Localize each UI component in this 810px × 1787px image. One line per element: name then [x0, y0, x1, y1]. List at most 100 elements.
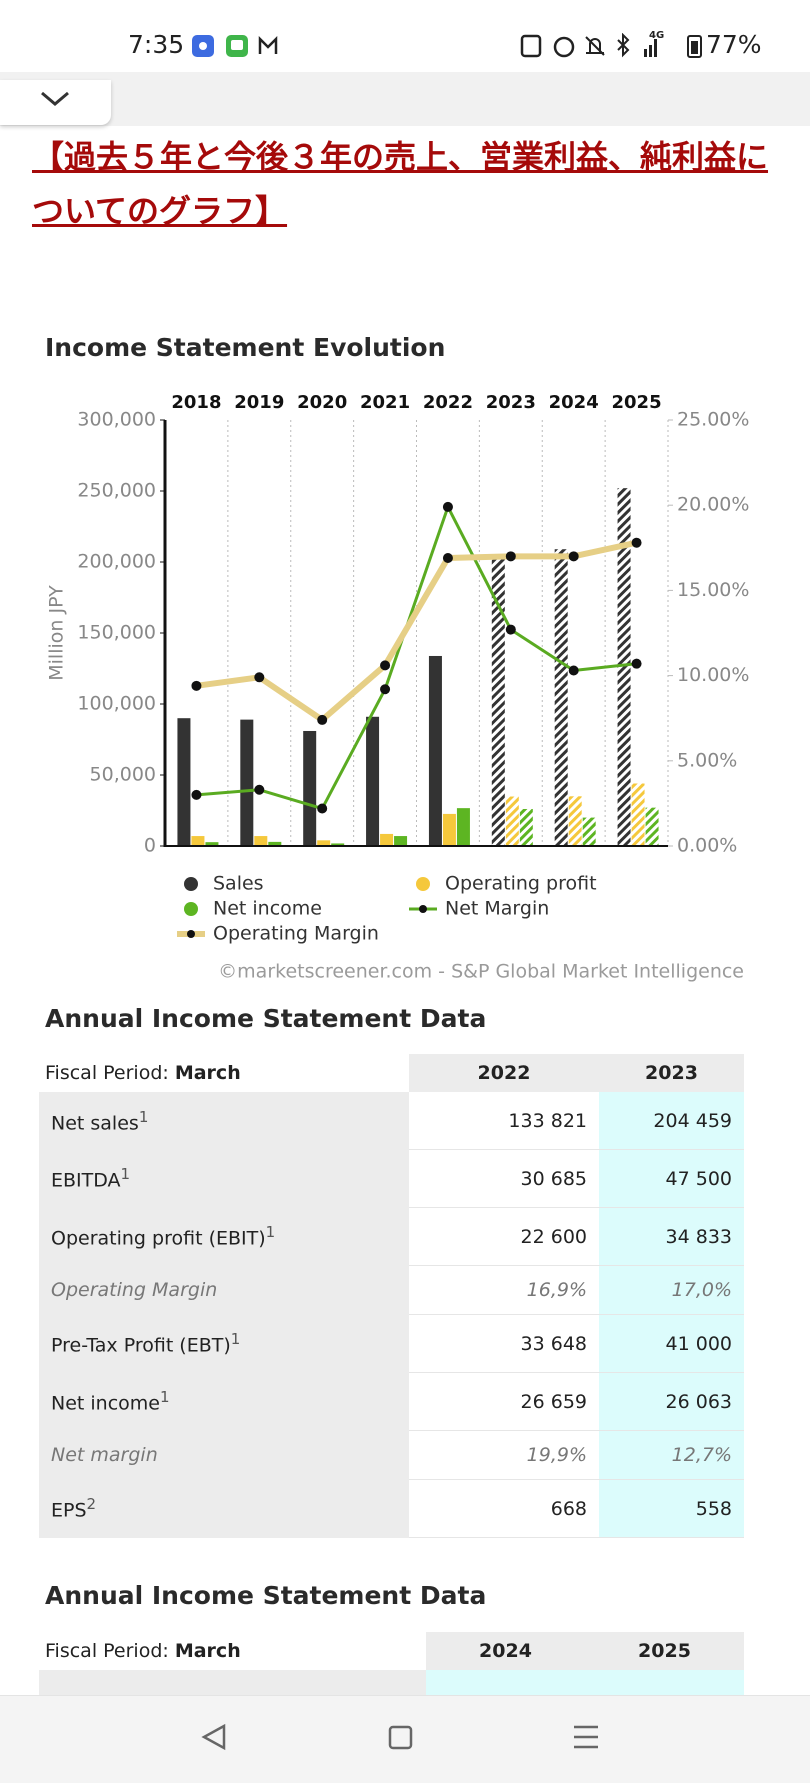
- row-label: EPS: [51, 1499, 87, 1522]
- row-label-cell: Pre-Tax Profit (EBT)1: [39, 1314, 409, 1373]
- bar: [254, 836, 268, 846]
- table-row: EPS2 668 558: [39, 1479, 744, 1538]
- legend-label: Net income: [213, 898, 322, 920]
- period-cell: Fiscal Period: March: [39, 1632, 426, 1670]
- menu-button[interactable]: [574, 1725, 598, 1749]
- network-type: 4G: [649, 30, 665, 41]
- row-label-cell: Operating Margin: [39, 1265, 409, 1315]
- battery-level: 77%: [706, 30, 762, 59]
- column-header: 2022: [409, 1054, 599, 1092]
- point: [505, 551, 516, 562]
- row-label-cell: Operating profit (EBIT)1: [39, 1207, 409, 1266]
- value-cell: 47 500: [599, 1149, 744, 1208]
- chart: Income Statement Evolution Million JPY ©…: [45, 333, 749, 983]
- row-label: Operating profit (EBIT): [51, 1227, 266, 1250]
- footnote-ref: 1: [159, 1388, 170, 1407]
- bar: [428, 655, 442, 846]
- legend-marker: [184, 902, 198, 916]
- legend-label: Operating Margin: [213, 923, 379, 945]
- table-row: Operating profit (EBIT)1 22 600 34 833: [39, 1207, 744, 1266]
- point: [505, 624, 516, 635]
- point: [317, 803, 328, 814]
- value-cell: 41 000: [599, 1314, 744, 1373]
- point: [254, 784, 265, 795]
- home-button[interactable]: [388, 1725, 413, 1750]
- table-row-partial: [39, 1670, 426, 1695]
- row-label-cell: Net sales1: [39, 1092, 409, 1150]
- x-tick-label: 2020: [297, 392, 347, 413]
- point: [442, 501, 453, 512]
- x-tick-label: 2018: [171, 392, 221, 413]
- table-title: Annual Income Statement Data: [45, 1581, 487, 1610]
- y2-tick-label: 25.00%: [677, 409, 749, 431]
- value-cell: 133 821: [409, 1092, 599, 1150]
- x-tick-label: 2025: [612, 392, 662, 413]
- x-tick-label: 2024: [549, 392, 599, 413]
- column-header: 2024: [426, 1632, 585, 1670]
- bar: [491, 555, 505, 846]
- value-cell: 34 833: [599, 1207, 744, 1266]
- chevron-icon: [41, 91, 69, 106]
- y-tick-label: 100,000: [77, 693, 156, 715]
- heading: 【過去５年と今後３年の売上、営業利益、純利益についてのグラフ】: [32, 138, 769, 230]
- legend-marker: [187, 930, 195, 938]
- value-cell: 16,9%: [409, 1265, 599, 1315]
- battery-icon: [687, 35, 702, 58]
- bar: [366, 716, 380, 846]
- collapse-button[interactable]: [0, 80, 111, 125]
- y-tick-label: 300,000: [77, 409, 156, 431]
- value-cell: 33 648: [409, 1314, 599, 1373]
- row-label: Net income: [51, 1392, 160, 1415]
- bar: [442, 813, 456, 846]
- bar: [568, 796, 582, 846]
- x-tick-label: 2023: [486, 392, 536, 413]
- value-cell: 558: [599, 1479, 744, 1538]
- bar: [177, 718, 191, 846]
- point: [380, 660, 391, 671]
- bar: [317, 840, 331, 846]
- point: [568, 551, 579, 562]
- table-row: Net sales1 133 821 204 459: [39, 1092, 744, 1150]
- value-cell: 26 063: [599, 1372, 744, 1431]
- y-tick-label: 250,000: [77, 480, 156, 502]
- navigation-bar: [0, 1695, 810, 1783]
- y-tick-label: 150,000: [77, 622, 156, 644]
- point: [317, 714, 328, 725]
- toolbar-band: [0, 72, 810, 126]
- footnote-ref: 1: [138, 1107, 149, 1126]
- table-row-partial: [426, 1670, 744, 1695]
- value-cell: 26 659: [409, 1372, 599, 1431]
- bar: [240, 719, 254, 846]
- y2-tick-label: 5.00%: [677, 749, 737, 771]
- x-tick-label: 2019: [234, 392, 284, 413]
- y-tick-label: 50,000: [90, 764, 156, 786]
- footnote-ref: 1: [265, 1223, 276, 1242]
- notification-icons: [192, 35, 278, 57]
- legend-marker: [184, 877, 198, 891]
- clock: 7:35: [128, 30, 185, 59]
- column-header: 2025: [585, 1632, 744, 1670]
- legend-label: Net Margin: [445, 898, 549, 920]
- y2-tick-label: 0.00%: [677, 835, 737, 857]
- bar: [582, 817, 596, 846]
- bar: [631, 783, 645, 846]
- row-label-cell: Net margin: [39, 1430, 409, 1480]
- bar: [205, 842, 219, 846]
- period-label: Fiscal Period:: [45, 1062, 169, 1084]
- point: [631, 537, 642, 548]
- value-cell: 12,7%: [599, 1430, 744, 1480]
- period-value: March: [174, 1062, 241, 1084]
- back-button[interactable]: [201, 1723, 226, 1751]
- row-label: Operating Margin: [51, 1279, 218, 1301]
- chart-title: Income Statement Evolution: [45, 333, 445, 362]
- bar: [617, 488, 631, 846]
- row-label: Net margin: [51, 1444, 158, 1466]
- table-row: Net income1 26 659 26 063: [39, 1372, 744, 1431]
- table-row: Pre-Tax Profit (EBT)1 33 648 41 000: [39, 1314, 744, 1373]
- value-cell: 17,0%: [599, 1265, 744, 1315]
- footnote-ref: 1: [120, 1165, 131, 1184]
- bar: [645, 807, 659, 846]
- period-value: March: [174, 1640, 241, 1662]
